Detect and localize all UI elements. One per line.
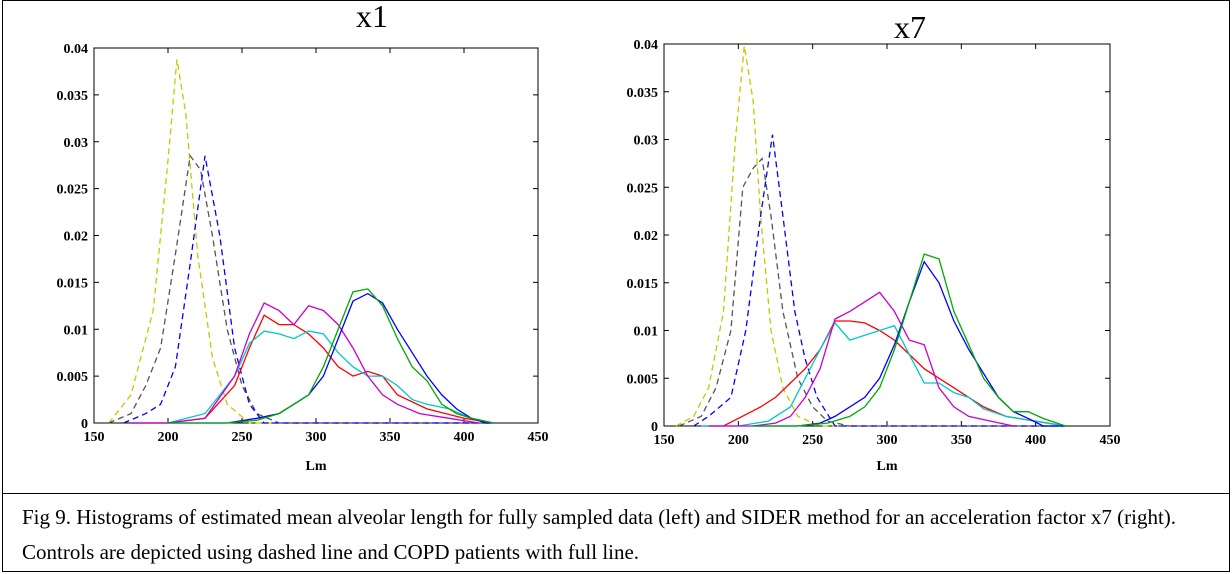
y-tick-label: 0.005 [627,372,659,387]
y-tick-label: 0.015 [57,276,89,291]
x-tick-label: 150 [654,433,675,448]
plot-area-frame [93,47,539,424]
control-series-line-1 [108,154,494,424]
control-series-line-0 [675,45,1066,427]
copd-series-line-4 [701,321,1066,427]
y-tick-label: 0.035 [57,89,89,104]
x-tick-label: 300 [877,433,898,448]
x-tick-label: 300 [306,430,327,445]
copd-series-line-3 [131,314,494,424]
histogram-chart-x7: x7 150 200 250 300 350 400 450 0 0.005 0.01 0.015 0.… [627,9,1121,474]
histogram-chart-x1: x1 150 200 250 300 350 400 450 0 0.005 0.01 0.015 0.… [57,0,549,474]
y-tick-label: 0.02 [64,230,89,245]
y-tick-label: 0.005 [57,370,89,385]
y-tick-label: 0.04 [634,38,659,53]
y-tick-label: 0.025 [627,181,659,196]
x-tick-label: 450 [1100,433,1121,448]
y-tick-label: 0.03 [634,134,659,149]
y-tick-label: 0.015 [627,277,659,292]
copd-series-line-3 [701,320,1066,427]
control-series-line-1 [678,157,1066,427]
x-tick-label: 250 [802,433,823,448]
x-tick-label: 400 [454,430,475,445]
copd-series-line-7 [168,288,494,424]
x-axis-label: Lm [306,459,327,474]
copd-series-line-4 [131,330,494,424]
x-tick-label: 150 [84,430,105,445]
x-tick-label: 350 [951,433,972,448]
chart-title: x7 [894,9,926,45]
y-tick-label: 0.01 [64,323,89,338]
x-tick-label: 250 [232,430,253,445]
x-tick-label: 400 [1025,433,1046,448]
x-tick-label: 200 [158,430,179,445]
figure-caption: Fig 9. Histograms of estimated mean alve… [22,505,1177,564]
control-series-line-2 [693,134,1066,427]
x-tick-label: 200 [728,433,749,448]
copd-series-line-6 [753,260,1066,427]
copd-series-line-6 [168,292,494,424]
copd-series-line-5 [708,291,1014,427]
x-tick-label: 450 [528,430,549,445]
caption-divider [2,493,1230,494]
y-tick-label: 0 [81,417,88,432]
x-axis-label: Lm [877,459,898,474]
y-tick-label: 0.025 [57,183,89,198]
y-tick-label: 0.01 [634,325,659,340]
copd-series-line-5 [131,302,479,424]
x-tick-label: 350 [380,430,401,445]
control-series-line-0 [108,59,494,424]
y-tick-label: 0.035 [627,86,659,101]
copd-series-line-7 [753,253,1066,427]
y-tick-label: 0.03 [64,136,89,151]
y-tick-label: 0.04 [64,42,89,57]
y-tick-label: 0.02 [634,229,659,244]
chart-title: x1 [356,0,388,34]
control-series-line-2 [123,155,494,424]
y-tick-label: 0 [651,420,658,435]
